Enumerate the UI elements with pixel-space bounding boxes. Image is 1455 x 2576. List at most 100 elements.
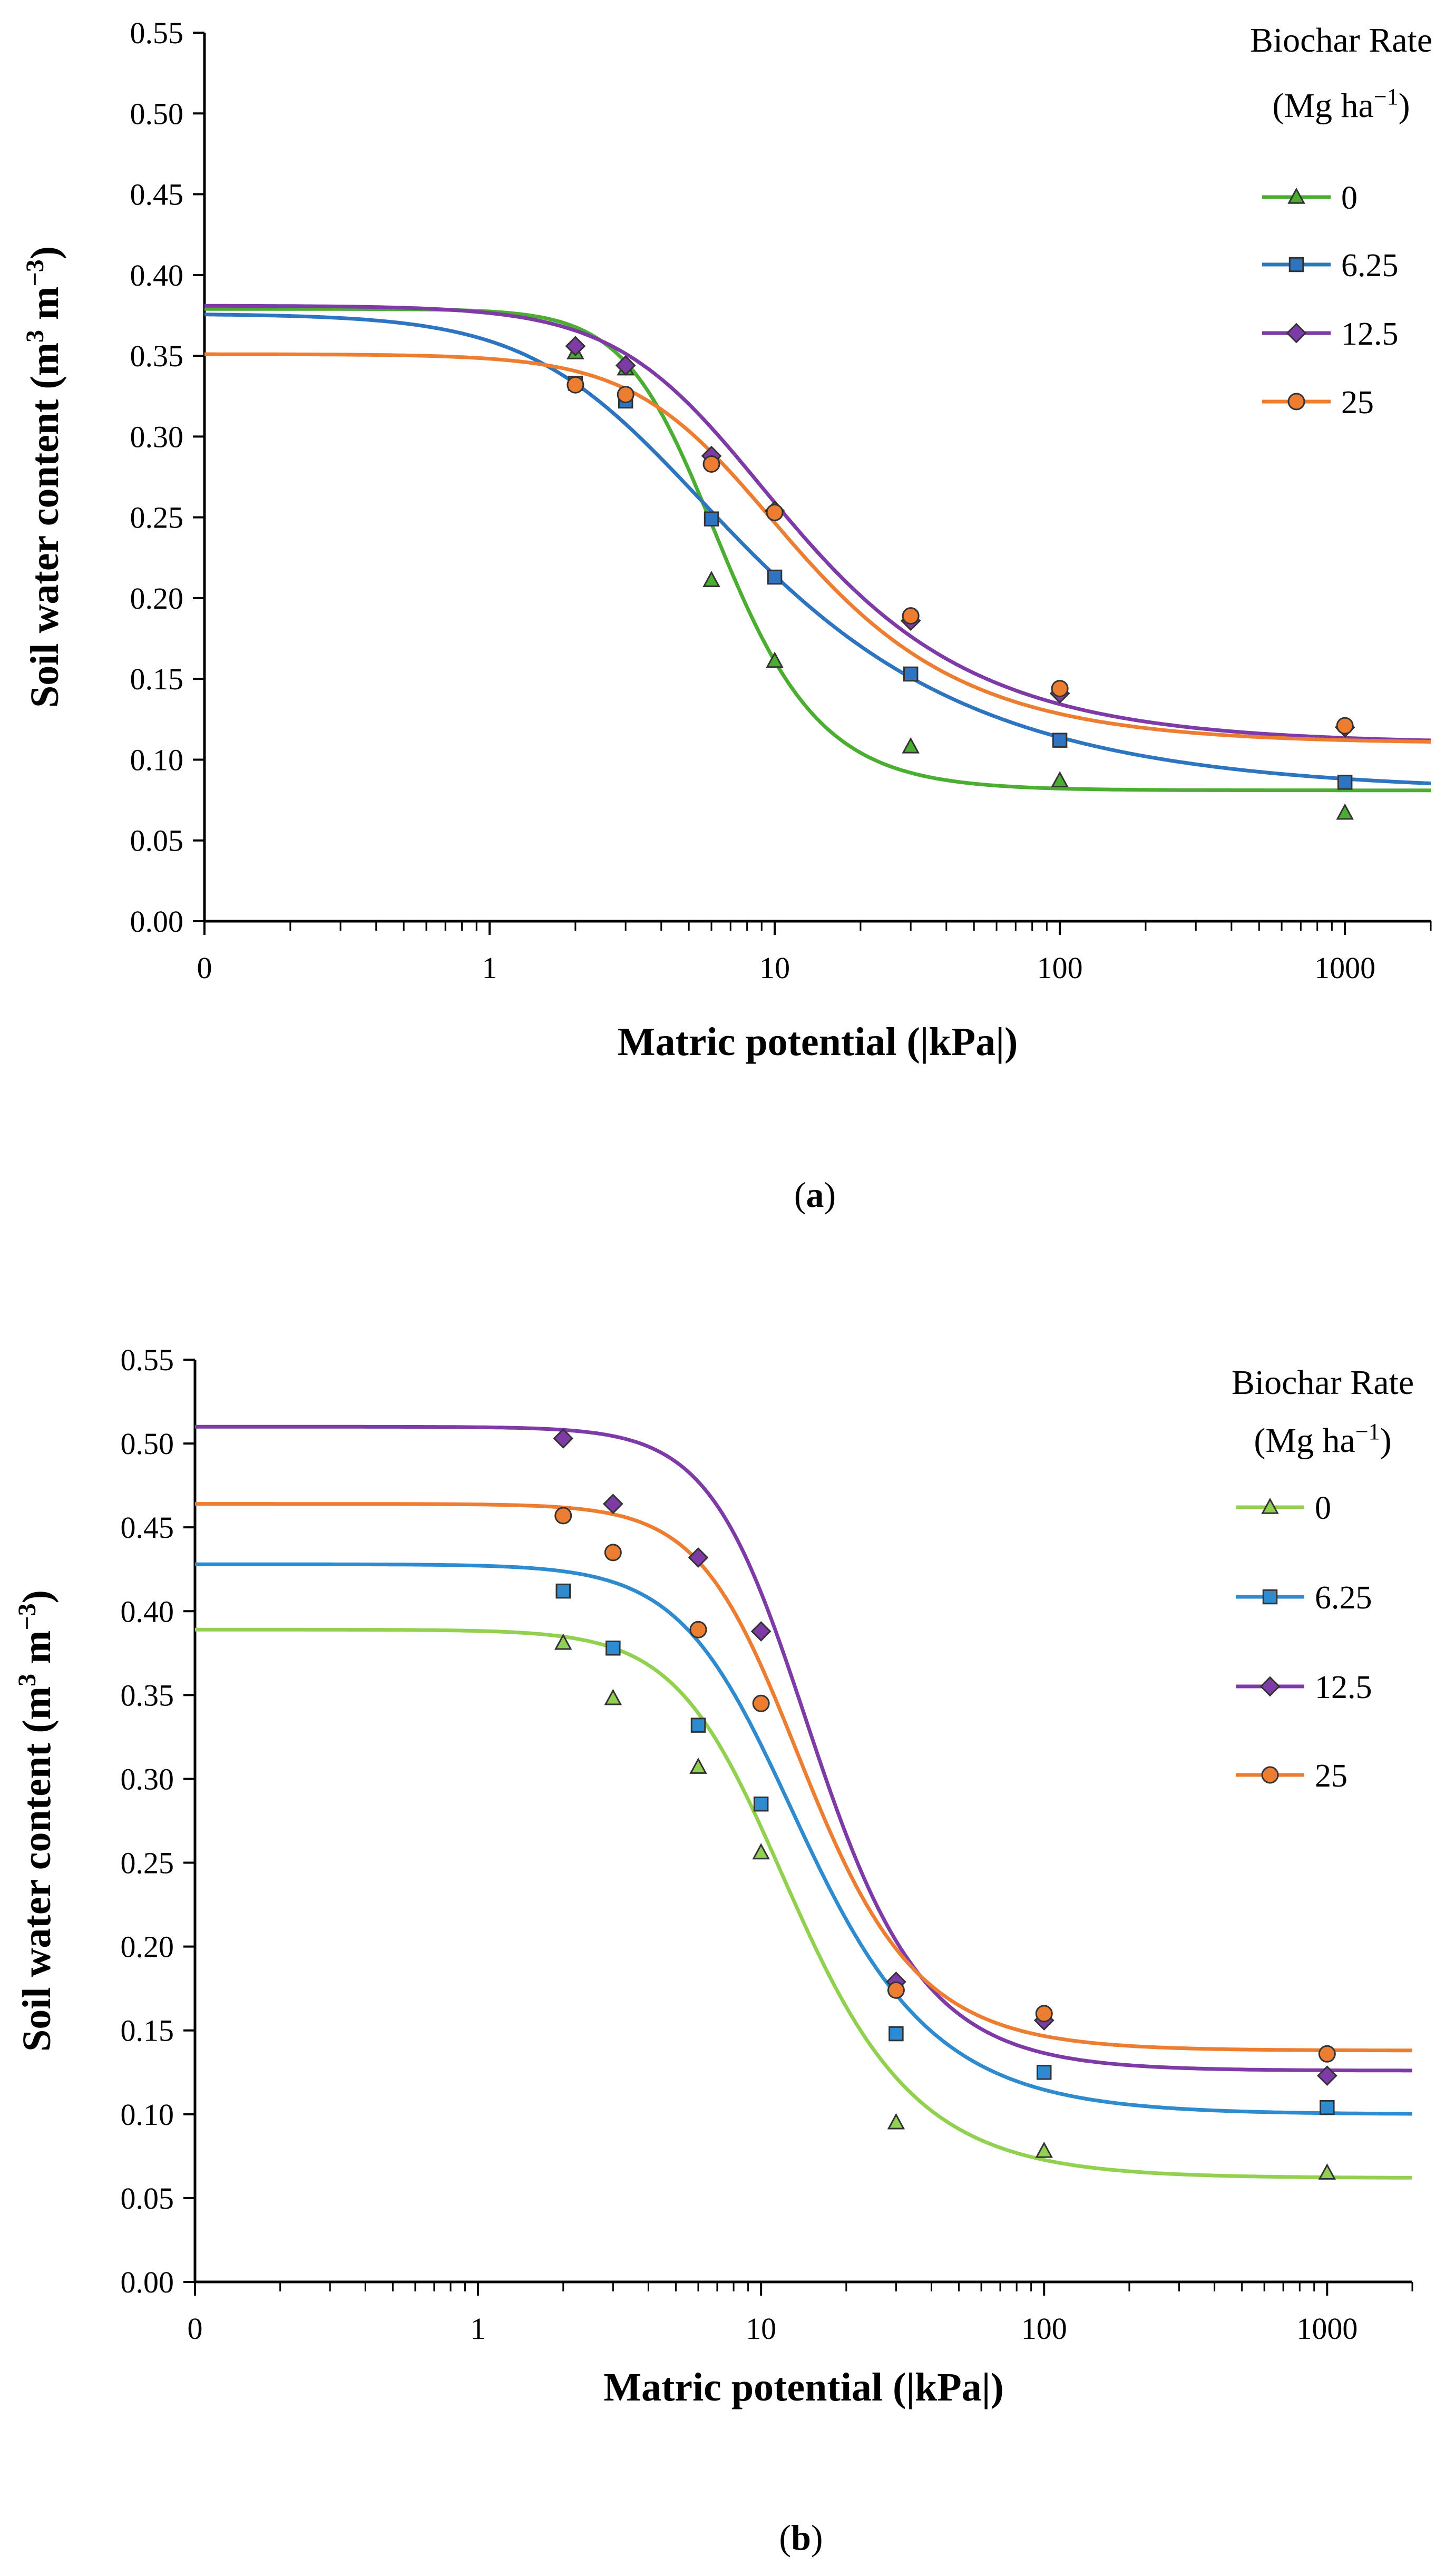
legend-label-0: 0	[1315, 1490, 1331, 1526]
x-tick-label: 10	[759, 951, 790, 985]
x-tick-label: 100	[1037, 951, 1083, 985]
data-point-6.25	[753, 1796, 769, 1812]
x-tick-label: 100	[1021, 2311, 1067, 2346]
data-point-6.25	[903, 666, 919, 682]
data-point-6.25	[1320, 2100, 1335, 2115]
legend-units-part: (Mg ha	[1272, 86, 1373, 125]
data-point-0	[1051, 771, 1069, 788]
data-point-0	[554, 1633, 572, 1650]
y-axis-title-part: )	[15, 1590, 59, 1603]
y-axis-title-part: Soil water content (m	[23, 343, 67, 708]
y-tick-label: 0.50	[121, 1427, 174, 1461]
legend: Biochar Rate (Mg ha−1) 0 6.25 12.5 25	[1250, 21, 1432, 421]
legend-marker-12.5	[1259, 1676, 1281, 1697]
x-tick-label: 10	[746, 2311, 776, 2346]
data-point-6.25	[690, 1718, 706, 1733]
data-point-6.25	[1337, 775, 1353, 790]
legend-title: Biochar Rate	[1232, 1363, 1414, 1402]
data-point-6.25	[1052, 733, 1068, 748]
panel-caption-paren: )	[824, 1175, 836, 1215]
panel-caption: (b)	[779, 2518, 823, 2558]
data-point-25	[617, 386, 634, 404]
data-point-25	[1336, 717, 1354, 735]
y-axis-title-part: m	[23, 287, 67, 330]
x-tick-label: 0	[188, 2311, 203, 2346]
data-point-6.25	[555, 1583, 571, 1599]
panel-caption-letter: b	[791, 2518, 811, 2558]
x-tick-label: 1000	[1296, 2311, 1358, 2346]
chart-panel-b: 0.00 0.05 0.10 0.15 0.20 0.25 0.30 0.35 0.40 0.45…	[13, 1343, 1414, 2558]
legend-label-6.25: 6.25	[1341, 248, 1399, 284]
y-tick-label: 0.30	[121, 1762, 174, 1796]
x-tick-label: 1	[471, 2311, 486, 2346]
data-point-25	[1035, 2005, 1053, 2023]
y-tick-label: 0.20	[130, 581, 184, 616]
y-axis-title-part: Soil water content (m	[15, 1686, 59, 2052]
fit-curve-12.5	[195, 1424, 1412, 2073]
panel-caption: (a)	[794, 1175, 836, 1215]
data-point-25	[1318, 2045, 1336, 2063]
fit-curve-25	[195, 1502, 1412, 2053]
y-tick-label: 0.25	[130, 501, 184, 535]
y-tick-label: 0.40	[130, 258, 184, 292]
panel-caption-letter: a	[806, 1175, 824, 1215]
legend-units-part: )	[1380, 1421, 1392, 1460]
data-point-25	[1051, 680, 1069, 698]
y-tick-label: 0.00	[121, 2265, 174, 2299]
chart-panel-a: 0.00 0.05 0.10 0.15 0.20 0.25 0.30 0.35 0.40 0.45…	[21, 16, 1432, 1215]
panel-caption-paren: (	[779, 2518, 791, 2558]
y-axis-title-part: m	[15, 1631, 59, 1674]
data-point-12.5	[615, 355, 636, 376]
y-tick-label: 0.30	[130, 419, 184, 454]
y-axis-title-sup: −3	[21, 259, 49, 286]
y-axis-title-sup: 3	[13, 1674, 41, 1686]
y-tick-label: 0.15	[121, 2014, 174, 2048]
data-point-0	[887, 2113, 905, 2130]
data-point-0	[1035, 2141, 1053, 2158]
x-tick-label: 1	[482, 951, 497, 985]
y-tick-label: 0.00	[130, 904, 184, 939]
legend-units-part: )	[1399, 86, 1410, 125]
y-tick-label: 0.25	[121, 1846, 174, 1880]
data-point-0	[766, 651, 784, 668]
data-point-0	[604, 1689, 622, 1705]
data-point-25	[766, 503, 784, 521]
data-point-0	[702, 571, 720, 587]
data-point-25	[887, 1981, 905, 1999]
data-point-25	[604, 1544, 622, 1562]
data-point-6.25	[704, 511, 719, 526]
legend-marker-6.25	[1262, 1589, 1278, 1605]
data-point-25	[689, 1621, 707, 1638]
data-point-6.25	[606, 1641, 621, 1656]
y-tick-label: 0.45	[130, 178, 184, 212]
data-point-6.25	[767, 569, 783, 585]
y-tick-label: 0.55	[130, 16, 184, 50]
data-point-0	[1318, 2163, 1336, 2180]
data-point-0	[689, 1758, 707, 1774]
y-tick-label: 0.05	[130, 824, 184, 858]
y-tick-label: 0.50	[130, 96, 184, 131]
y-tick-label: 0.15	[130, 662, 184, 696]
legend-title: Biochar Rate	[1250, 21, 1432, 60]
y-axis-title-part: )	[23, 246, 67, 259]
data-point-6.25	[888, 2026, 904, 2042]
fit-curve-12.5	[204, 304, 1431, 743]
data-point-25	[902, 607, 920, 625]
y-axis-title: Soil water content (m3 m−3)	[21, 246, 67, 708]
legend-label-0: 0	[1341, 180, 1358, 216]
y-tick-label: 0.20	[121, 1930, 174, 1964]
legend-marker-25	[1287, 393, 1305, 411]
x-axis-title: Matric potential (|kPa|)	[618, 1020, 1018, 1064]
legend-title-units: (Mg ha−1)	[1254, 1419, 1391, 1460]
x-axis-title: Matric potential (|kPa|)	[603, 2365, 1004, 2409]
panel-caption-paren: (	[794, 1175, 806, 1215]
x-tick-label: 1000	[1314, 951, 1375, 985]
y-axis-title: Soil water content (m3 m−3)	[13, 1590, 59, 2052]
data-point-0	[1336, 803, 1354, 820]
fit-curve-6.25	[195, 1562, 1412, 2116]
fit-curve-25	[204, 352, 1431, 744]
legend-label-12.5: 12.5	[1341, 316, 1399, 352]
legend-marker-6.25	[1288, 257, 1304, 272]
panel-caption-paren: )	[811, 2518, 823, 2558]
